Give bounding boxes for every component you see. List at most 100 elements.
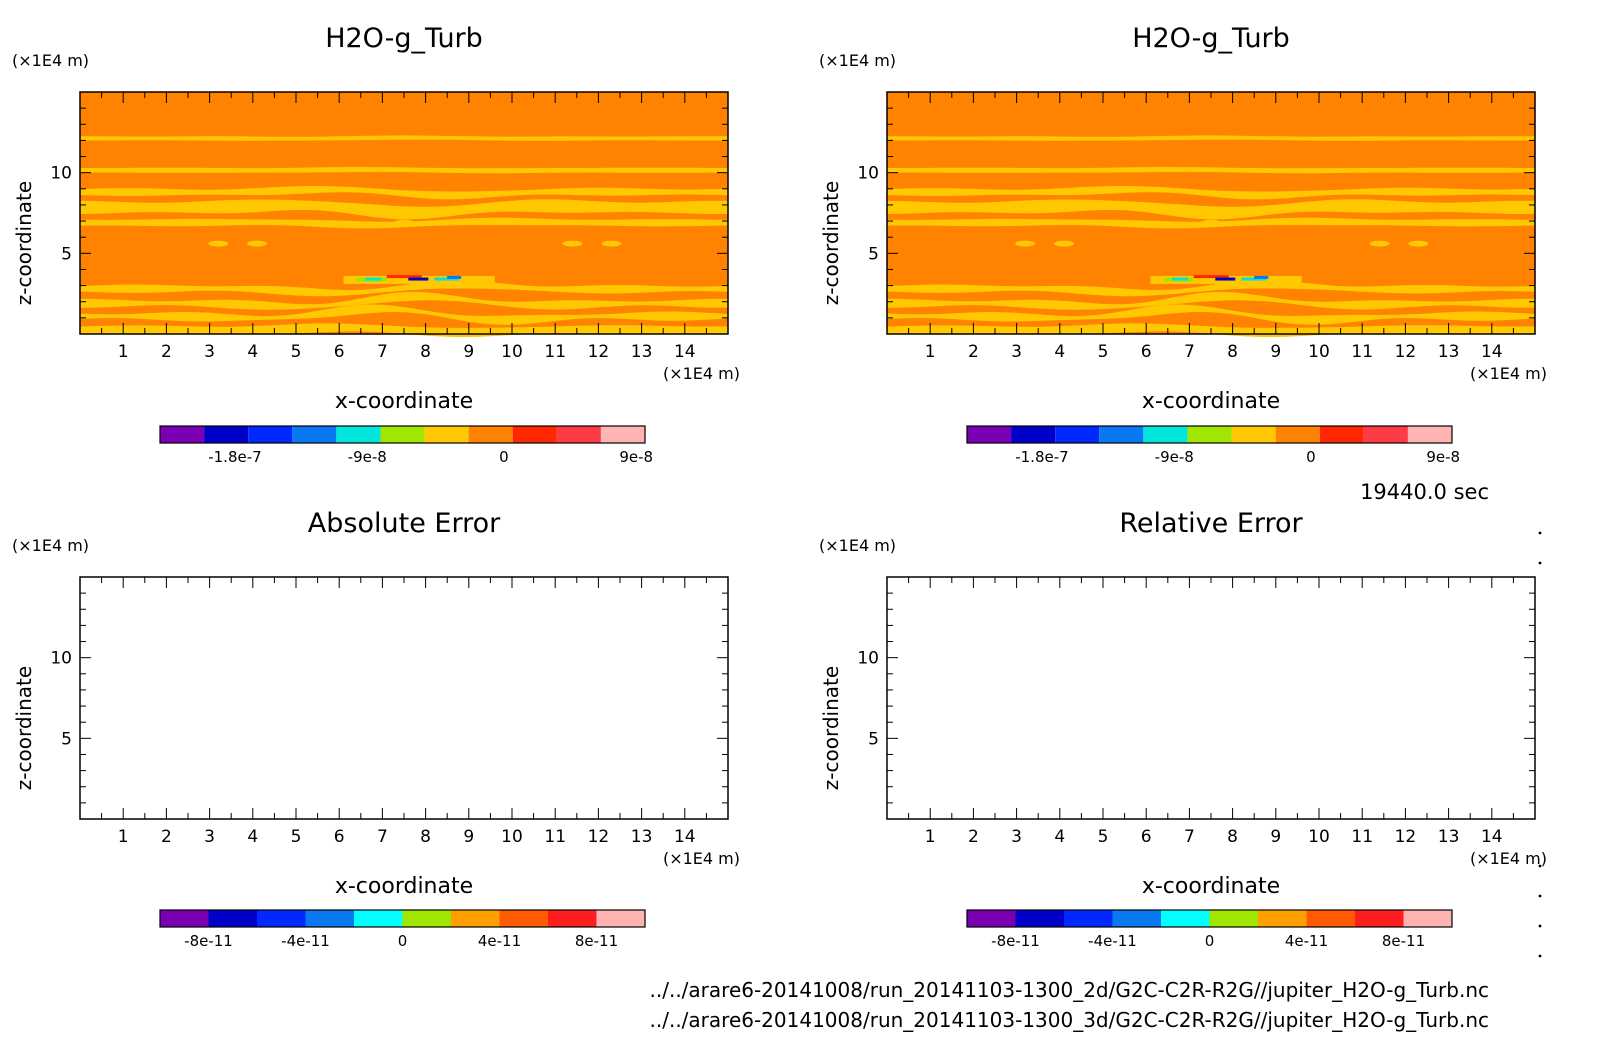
x-tick-label: 2 (161, 342, 172, 362)
colorbar-swatch (512, 426, 557, 443)
colorbar-swatch (1064, 910, 1113, 927)
colorbar-swatch (336, 426, 381, 443)
colorbar-swatch (1319, 426, 1364, 443)
x-tick-label: 10 (1308, 827, 1330, 847)
x-tick-label: 8 (420, 827, 431, 847)
y-unit-label: (×1E4 m) (12, 51, 89, 70)
chart-title: H2O-g_Turb (325, 23, 483, 54)
contour-band (887, 199, 1535, 220)
colorbar-swatch (1112, 910, 1161, 927)
colorbar-swatch (1055, 426, 1100, 443)
x-tick-label: 5 (291, 342, 302, 362)
colorbar-swatch (305, 910, 354, 927)
chart-title: H2O-g_Turb (1132, 23, 1290, 54)
contour-band (887, 280, 1535, 297)
colorbar-tick-label: 0 (1306, 448, 1316, 466)
x-axis-label: x-coordinate (335, 874, 473, 899)
contour-blob (1015, 240, 1036, 247)
x-tick-label: 14 (1481, 342, 1503, 362)
marker-dot (1538, 894, 1542, 898)
x-tick-label: 4 (247, 342, 258, 362)
x-tick-label: 5 (291, 827, 302, 847)
plot-frame (79, 576, 729, 820)
colorbar-swatch (1011, 426, 1056, 443)
colorbar-tick-label: 9e-8 (1426, 448, 1460, 466)
x-tick-label: 6 (334, 827, 345, 847)
x-tick-label: 13 (631, 827, 653, 847)
colorbar-tick-label: 0 (398, 932, 408, 950)
x-tick-label: 2 (161, 827, 172, 847)
y-axis-label: z-coordinate (12, 666, 36, 790)
colorbar-swatch (1306, 910, 1355, 927)
colorbar-swatch (1275, 426, 1320, 443)
y-axis-label: z-coordinate (819, 181, 843, 305)
contour-blob (1054, 240, 1075, 247)
contour-blob (1172, 277, 1189, 281)
x-tick-label: 6 (334, 342, 345, 362)
x-unit-label: (×1E4 m) (1470, 364, 1547, 383)
contour-blob (1241, 277, 1267, 281)
colorbar-swatch (248, 426, 293, 443)
y-axis-label: z-coordinate (12, 181, 36, 305)
colorbar-frame (159, 425, 646, 444)
x-tick-label: 3 (204, 827, 215, 847)
y-tick-label: 5 (868, 244, 879, 264)
colorbar-swatch (257, 910, 306, 927)
x-tick-label: 10 (1308, 342, 1330, 362)
x-tick-label: 11 (1351, 342, 1373, 362)
colorbar-tick-label: -4e-11 (1088, 932, 1137, 950)
contour-band (887, 167, 1535, 174)
x-tick-label: 1 (925, 827, 936, 847)
colorbar-swatch (1099, 426, 1144, 443)
y-unit-label: (×1E4 m) (819, 536, 896, 555)
x-tick-label: 3 (1011, 827, 1022, 847)
y-unit-label: (×1E4 m) (12, 536, 89, 555)
y-tick-label: 10 (50, 164, 72, 184)
contour-band (80, 304, 728, 325)
x-unit-label: (×1E4 m) (1470, 849, 1547, 868)
contour-blob (208, 240, 229, 247)
contour-blob (1215, 277, 1236, 281)
file-path-2d: ../../arare6-20141008/run_20141103-1300_… (649, 978, 1489, 1002)
colorbar-swatch (1231, 426, 1276, 443)
colorbar-swatch (451, 910, 500, 927)
colorbar-swatch (160, 426, 205, 443)
colorbar-tick-label: -9e-8 (1155, 448, 1194, 466)
x-tick-label: 5 (1098, 342, 1109, 362)
chart-title: Absolute Error (308, 508, 501, 539)
x-tick-label: 10 (501, 342, 523, 362)
x-tick-label: 14 (674, 827, 696, 847)
contour-band (80, 291, 728, 310)
colorbar-swatch (354, 910, 403, 927)
colorbar-tick-label: -8e-11 (184, 932, 233, 950)
colorbar-swatch (208, 910, 257, 927)
colorbar-tick-label: 4e-11 (1285, 932, 1328, 950)
colorbar-swatch (468, 426, 513, 443)
x-unit-label: (×1E4 m) (663, 849, 740, 868)
y-tick-label: 5 (868, 729, 879, 749)
marker-dot (1538, 954, 1542, 958)
colorbar-tick-label: 8e-11 (575, 932, 618, 950)
colorbar-swatch (967, 426, 1012, 443)
contour-blob (1193, 275, 1229, 279)
colorbar-tick-label: -8e-11 (991, 932, 1040, 950)
x-tick-label: 7 (377, 827, 388, 847)
x-tick-label: 8 (420, 342, 431, 362)
file-path-3d: ../../arare6-20141008/run_20141103-1300_… (649, 1008, 1489, 1032)
colorbar-tick-label: 0 (499, 448, 509, 466)
y-unit-label: (×1E4 m) (819, 51, 896, 70)
contour-blob (1254, 275, 1269, 279)
x-tick-label: 14 (674, 342, 696, 362)
plot-frame (886, 576, 1536, 820)
x-tick-label: 9 (463, 342, 474, 362)
chart-panel-4: Relative Error(×1E4 m)1 2 3 4 5 6 7 8 9 10 11 12 13 1… (819, 508, 1547, 950)
colorbar-swatch (548, 910, 597, 927)
x-tick-label: 1 (118, 827, 129, 847)
colorbar-tick-label: 4e-11 (478, 932, 521, 950)
x-axis-label: x-coordinate (1142, 874, 1280, 899)
colorbar-tick-label: -1.8e-7 (1015, 448, 1068, 466)
colorbar-swatch (499, 910, 548, 927)
x-tick-label: 11 (544, 342, 566, 362)
contour-band (80, 135, 728, 141)
